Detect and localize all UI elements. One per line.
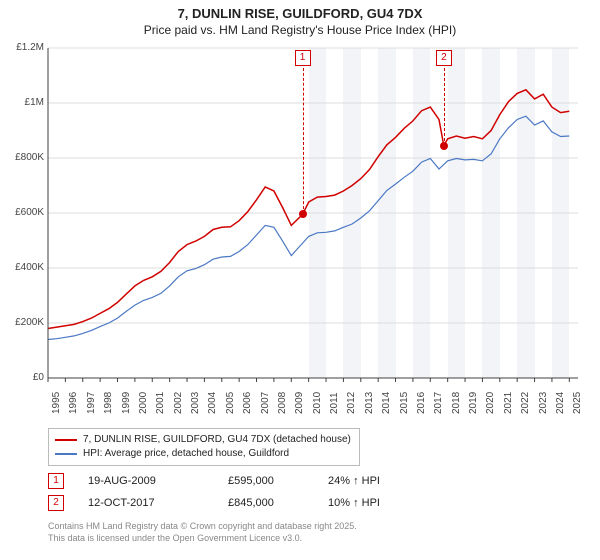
sale-price: £595,000 [228,475,328,487]
x-axis-label: 2020 [485,392,496,414]
sale-hpi: 10% ↑ HPI [328,497,448,509]
y-axis-label: £0 [4,372,44,383]
footnote-line-2: This data is licensed under the Open Gov… [48,532,357,544]
x-axis-label: 2009 [294,392,305,414]
legend-swatch [55,439,77,441]
x-axis-label: 2019 [468,392,479,414]
x-axis-label: 1999 [121,392,132,414]
x-axis-label: 2006 [242,392,253,414]
sale-marker-line [444,68,445,146]
x-axis-label: 2016 [416,392,427,414]
x-axis-label: 2021 [503,392,514,414]
plot-area: £0£200K£400K£600K£800K£1M£1.2M1995199619… [48,48,578,378]
legend-item: HPI: Average price, detached house, Guil… [55,447,351,461]
x-axis-label: 2024 [555,392,566,414]
legend-label: 7, DUNLIN RISE, GUILDFORD, GU4 7DX (deta… [83,433,351,447]
sale-marker-line [303,68,304,214]
x-axis-label: 2017 [433,392,444,414]
sale-marker-dot [299,210,307,218]
y-axis-label: £600K [4,207,44,218]
chart-title: 7, DUNLIN RISE, GUILDFORD, GU4 7DX [0,0,600,21]
series-line [48,116,569,339]
legend-label: HPI: Average price, detached house, Guil… [83,447,289,461]
footnote: Contains HM Land Registry data © Crown c… [48,520,357,544]
y-axis-label: £400K [4,262,44,273]
x-axis-label: 2022 [520,392,531,414]
y-axis-label: £1.2M [4,42,44,53]
chart-subtitle: Price paid vs. HM Land Registry's House … [0,21,600,41]
legend-swatch [55,453,77,455]
x-axis-label: 2008 [277,392,288,414]
x-axis-label: 2007 [260,392,271,414]
legend-item: 7, DUNLIN RISE, GUILDFORD, GU4 7DX (deta… [55,433,351,447]
x-axis-label: 1997 [86,392,97,414]
x-axis-label: 2013 [364,392,375,414]
x-axis-label: 2011 [329,392,340,414]
x-axis-label: 2001 [155,392,166,414]
y-axis-label: £200K [4,317,44,328]
legend: 7, DUNLIN RISE, GUILDFORD, GU4 7DX (deta… [48,428,360,466]
plot-svg [48,48,578,378]
sales-row: 2 12-OCT-2017£845,00010% ↑ HPI [48,492,448,514]
chart-container: 7, DUNLIN RISE, GUILDFORD, GU4 7DX Price… [0,0,600,560]
x-axis-label: 1995 [51,392,62,414]
series-line [48,90,569,329]
x-axis-label: 2004 [207,392,218,414]
x-axis-label: 2018 [451,392,462,414]
x-axis-label: 2000 [138,392,149,414]
footnote-line-1: Contains HM Land Registry data © Crown c… [48,520,357,532]
x-axis-label: 2023 [538,392,549,414]
sale-price: £845,000 [228,497,328,509]
y-axis-label: £800K [4,152,44,163]
x-axis-label: 1996 [68,392,79,414]
x-axis-label: 2005 [225,392,236,414]
sales-table: 1 19-AUG-2009£595,00024% ↑ HPI 2 12-OCT-201… [48,470,448,514]
sale-marker-box: 1 [295,50,311,66]
x-axis-label: 2010 [312,392,323,414]
x-axis-label: 2025 [572,392,583,414]
sales-row: 1 19-AUG-2009£595,00024% ↑ HPI [48,470,448,492]
x-axis-label: 1998 [103,392,114,414]
sale-marker-dot [440,142,448,150]
sale-date: 12-OCT-2017 [88,497,228,509]
sale-hpi: 24% ↑ HPI [328,475,448,487]
x-axis-label: 2014 [381,392,392,414]
x-axis-label: 2015 [399,392,410,414]
x-axis-label: 2002 [173,392,184,414]
y-axis-label: £1M [4,97,44,108]
sale-marker-box: 2 [436,50,452,66]
x-axis-label: 2012 [346,392,357,414]
sale-number-box: 1 [48,473,64,489]
x-axis-label: 2003 [190,392,201,414]
sale-date: 19-AUG-2009 [88,475,228,487]
sale-number-box: 2 [48,495,64,511]
